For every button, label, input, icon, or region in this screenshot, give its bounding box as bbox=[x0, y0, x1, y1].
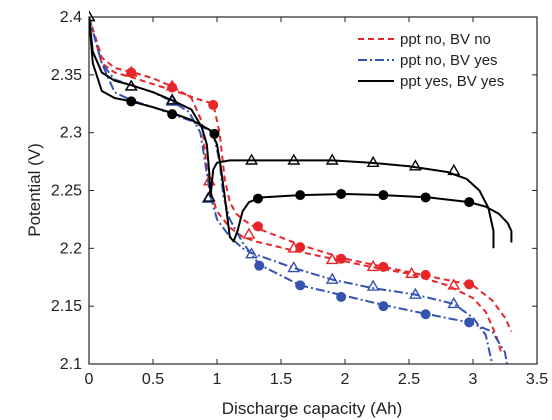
data-point-circle bbox=[295, 190, 306, 201]
series-2 bbox=[89, 16, 513, 333]
data-point-triangle bbox=[366, 155, 380, 168]
data-point-triangle bbox=[287, 153, 301, 165]
ticks-layer: 0 0.5 1 1.5 2 2.5 3 3.5 2.1 2.15 2.2 2.25 2.3 2.35 2.4 bbox=[51, 9, 548, 388]
x-axis-label: Discharge capacity (Ah) bbox=[222, 399, 402, 418]
series-line bbox=[89, 16, 503, 353]
data-point-circle bbox=[336, 253, 347, 264]
y-tick-label: 2.35 bbox=[51, 67, 82, 84]
x-tick-label: 0 bbox=[85, 371, 94, 388]
data-point-circle bbox=[126, 96, 137, 107]
data-point-triangle bbox=[165, 93, 179, 105]
data-point-triangle bbox=[325, 252, 339, 265]
data-point-triangle bbox=[447, 296, 461, 309]
data-point-circle bbox=[378, 261, 389, 272]
data-point-circle bbox=[420, 309, 431, 320]
data-point-circle bbox=[209, 128, 220, 139]
data-point-triangle bbox=[287, 261, 301, 273]
y-tick-label: 2.3 bbox=[60, 125, 82, 142]
data-point-circle bbox=[336, 291, 347, 302]
data-point-circle bbox=[295, 280, 306, 291]
legend-label: ppt no, BV yes bbox=[400, 52, 498, 69]
data-point-circle bbox=[420, 192, 431, 203]
data-point-triangle bbox=[325, 272, 339, 284]
legend-label: ppt no, BV no bbox=[400, 31, 491, 48]
legend: ppt no, BV no ppt no, BV yes ppt yes, BV y… bbox=[358, 31, 504, 90]
data-point-circle bbox=[295, 242, 306, 253]
data-point-triangle bbox=[447, 278, 461, 290]
y-tick-label: 2.4 bbox=[60, 9, 82, 26]
data-point-circle bbox=[336, 188, 347, 199]
data-point-triangle bbox=[242, 227, 256, 239]
data-point-circle bbox=[420, 269, 431, 280]
y-axis-label: Potential (V) bbox=[25, 143, 44, 237]
data-point-circle bbox=[208, 99, 219, 110]
data-point-triangle bbox=[447, 163, 461, 176]
plot-area bbox=[88, 16, 538, 365]
x-tick-label: 3.5 bbox=[526, 371, 548, 388]
x-tick-label: 2 bbox=[341, 371, 350, 388]
x-tick-label: 0.5 bbox=[142, 371, 164, 388]
series-5 bbox=[89, 10, 495, 249]
data-point-triangle bbox=[202, 190, 216, 202]
data-point-triangle bbox=[89, 10, 96, 22]
plot-frame bbox=[88, 16, 538, 365]
data-point-circle bbox=[464, 279, 475, 290]
data-point-triangle bbox=[325, 153, 339, 165]
data-point-circle bbox=[254, 260, 265, 271]
data-point-circle bbox=[252, 193, 263, 204]
data-point-triangle bbox=[245, 153, 258, 165]
x-tick-label: 3 bbox=[469, 371, 478, 388]
data-point-triangle bbox=[124, 79, 138, 91]
y-tick-label: 2.2 bbox=[60, 240, 82, 257]
series-line bbox=[89, 16, 513, 243]
x-tick-label: 1.5 bbox=[270, 371, 292, 388]
data-point-triangle bbox=[408, 159, 422, 171]
data-point-circle bbox=[252, 221, 263, 232]
y-tick-label: 2.25 bbox=[51, 183, 82, 200]
data-point-circle bbox=[464, 317, 475, 328]
x-tick-label: 2.5 bbox=[398, 371, 420, 388]
x-tick-label: 1 bbox=[213, 371, 222, 388]
series-line bbox=[89, 16, 494, 364]
data-point-triangle bbox=[245, 247, 258, 259]
data-point-circle bbox=[378, 301, 389, 312]
data-point-circle bbox=[126, 67, 137, 78]
legend-label: ppt yes, BV yes bbox=[400, 73, 504, 90]
series-layer bbox=[89, 10, 513, 364]
series-6 bbox=[89, 16, 513, 243]
data-point-circle bbox=[464, 197, 475, 208]
data-point-triangle bbox=[408, 287, 422, 299]
data-point-circle bbox=[167, 82, 178, 93]
data-point-circle bbox=[378, 190, 389, 201]
y-tick-label: 2.1 bbox=[60, 356, 82, 373]
y-tick-label: 2.15 bbox=[51, 298, 82, 315]
series-line bbox=[89, 16, 513, 333]
data-point-circle bbox=[167, 109, 178, 120]
data-point-triangle bbox=[366, 279, 380, 291]
